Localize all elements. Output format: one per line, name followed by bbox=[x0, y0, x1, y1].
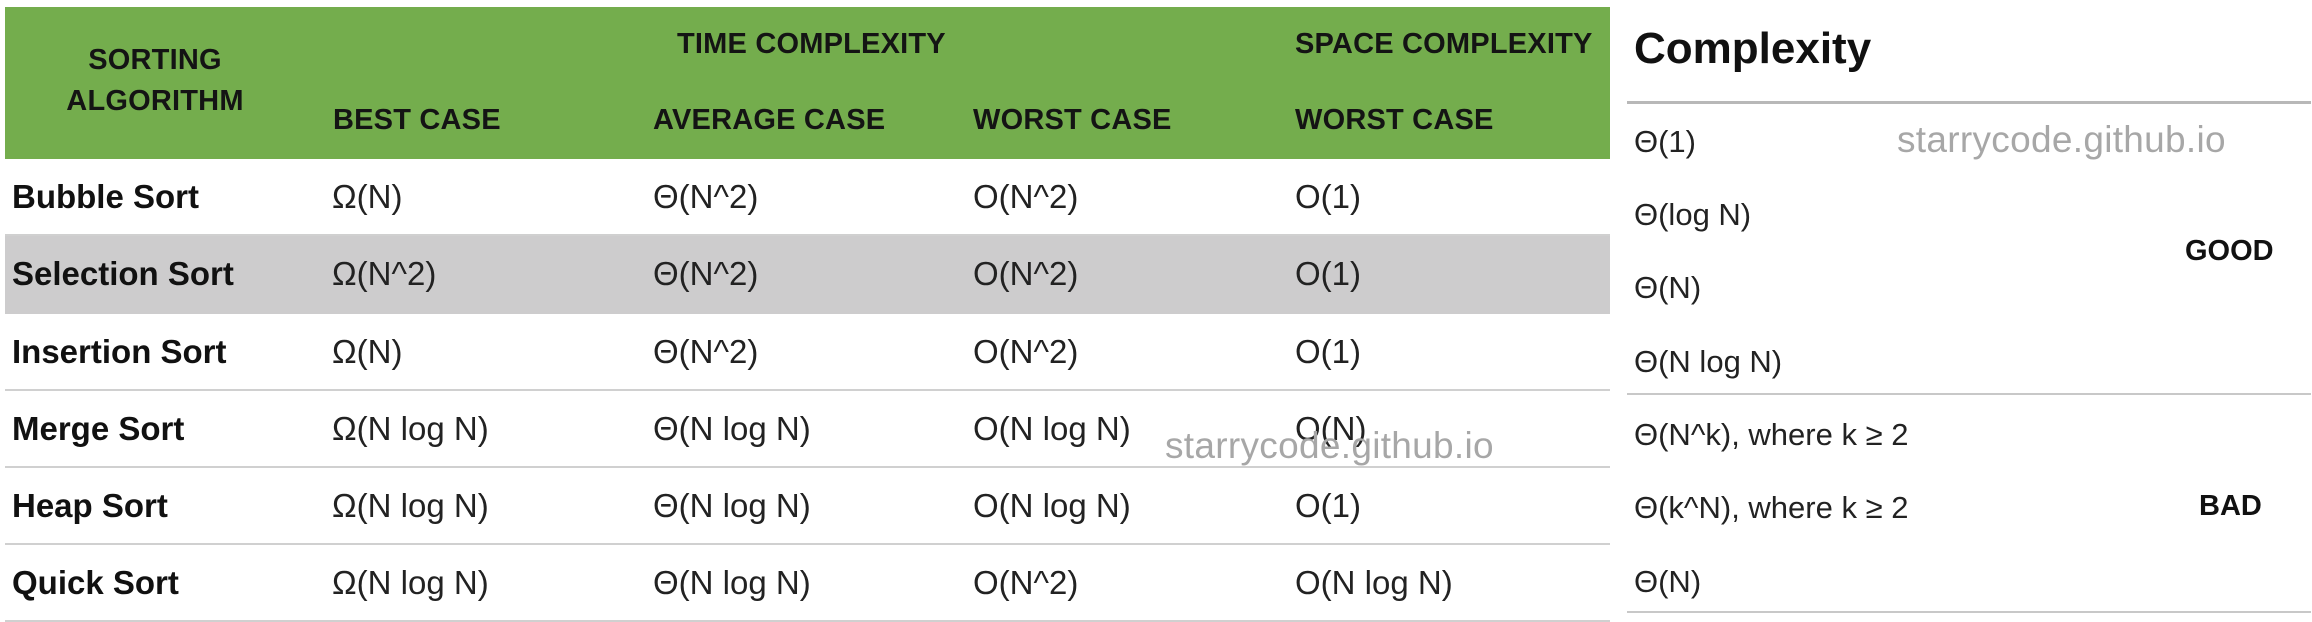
space-complexity-value: O(1) bbox=[1295, 178, 1361, 215]
header-space-worst-case: WORST CASE bbox=[1295, 104, 1494, 136]
average-case-value: Θ(N log N) bbox=[653, 410, 811, 447]
header-space-complexity: SPACE COMPLEXITY bbox=[1295, 28, 1593, 60]
worst-case-value: O(N^2) bbox=[973, 255, 1079, 292]
average-case-value: Θ(N log N) bbox=[653, 564, 811, 601]
average-case-value: Θ(N^2) bbox=[653, 333, 759, 370]
header-time-complexity: TIME COMPLEXITY bbox=[677, 28, 946, 60]
bad-group-label: BAD bbox=[2199, 490, 2262, 522]
legend-good-item: Θ(N) bbox=[1634, 270, 1702, 305]
space-complexity-value: O(1) bbox=[1295, 255, 1361, 292]
average-case-value: Θ(N log N) bbox=[653, 487, 811, 524]
good-group-label: GOOD bbox=[2185, 235, 2274, 267]
worst-case-value: O(N^2) bbox=[973, 333, 1079, 370]
space-complexity-value: O(1) bbox=[1295, 333, 1361, 370]
table-row: Heap Sort Ω(N log N) Θ(N log N) O(N log … bbox=[5, 468, 1610, 545]
legend-title: Complexity bbox=[1634, 24, 1872, 73]
watermark: starrycode.github.io bbox=[1165, 425, 1494, 466]
average-case-value: Θ(N^2) bbox=[653, 178, 759, 215]
worst-case-value: O(N^2) bbox=[973, 178, 1079, 215]
algorithm-name: Quick Sort bbox=[12, 564, 179, 601]
best-case-value: Ω(N log N) bbox=[332, 487, 489, 524]
header-best-case: BEST CASE bbox=[333, 104, 501, 136]
header-sorting-algorithm: SORTING ALGORITHM bbox=[66, 44, 244, 117]
complexity-legend: Complexity Θ(1) Θ(log N) Θ(N) Θ(N log N)… bbox=[1627, 0, 2311, 622]
best-case-value: Ω(N log N) bbox=[332, 564, 489, 601]
space-complexity-value: O(N log N) bbox=[1295, 564, 1453, 601]
header-worst-case: WORST CASE bbox=[973, 104, 1172, 136]
algorithm-name: Heap Sort bbox=[12, 487, 168, 524]
legend-good-item: Θ(log N) bbox=[1634, 197, 1752, 232]
legend-bad-item: Θ(N) bbox=[1634, 564, 1702, 599]
space-complexity-value: O(N) bbox=[1295, 410, 1367, 447]
algorithm-name: Insertion Sort bbox=[12, 333, 227, 370]
worst-case-value: O(N^2) bbox=[973, 564, 1079, 601]
algorithm-name: Selection Sort bbox=[12, 255, 234, 292]
legend-top-divider bbox=[1627, 101, 2311, 104]
worst-case-value: O(N log N) bbox=[973, 487, 1131, 524]
header-average-case: AVERAGE CASE bbox=[653, 104, 886, 136]
table-row: Insertion Sort Ω(N) Θ(N^2) O(N^2) O(1) bbox=[5, 314, 1610, 391]
table-row: Bubble Sort Ω(N) Θ(N^2) O(N^2) O(1) bbox=[5, 159, 1610, 236]
algorithm-name: Merge Sort bbox=[12, 410, 185, 447]
average-case-value: Θ(N^2) bbox=[653, 255, 759, 292]
legend-good-item: Θ(1) bbox=[1634, 124, 1696, 159]
legend-middle-divider bbox=[1627, 393, 2311, 395]
space-complexity-value: O(1) bbox=[1295, 487, 1361, 524]
legend-bad-item: Θ(N^k), where k ≥ 2 bbox=[1634, 417, 1909, 452]
sorting-complexity-table: SORTING ALGORITHM TIME COMPLEXITY SPACE … bbox=[5, 7, 1610, 622]
legend-bad-item: Θ(k^N), where k ≥ 2 bbox=[1634, 490, 1909, 525]
best-case-value: Ω(N) bbox=[332, 333, 403, 370]
legend-bottom-divider bbox=[1627, 611, 2311, 613]
algorithm-name: Bubble Sort bbox=[12, 178, 199, 215]
best-case-value: Ω(N^2) bbox=[332, 255, 437, 292]
best-case-value: Ω(N) bbox=[332, 178, 403, 215]
legend-good-item: Θ(N log N) bbox=[1634, 344, 1783, 379]
table-row: Quick Sort Ω(N log N) Θ(N log N) O(N^2) … bbox=[5, 545, 1610, 622]
table-row-highlighted: Selection Sort Ω(N^2) Θ(N^2) O(N^2) O(1) bbox=[5, 236, 1610, 314]
table-header: SORTING ALGORITHM TIME COMPLEXITY SPACE … bbox=[5, 7, 1610, 159]
table-row: Merge Sort Ω(N log N) Θ(N log N) O(N log… bbox=[5, 391, 1610, 468]
best-case-value: Ω(N log N) bbox=[332, 410, 489, 447]
worst-case-value: O(N log N) bbox=[973, 410, 1131, 447]
watermark: starrycode.github.io bbox=[1897, 119, 2226, 160]
